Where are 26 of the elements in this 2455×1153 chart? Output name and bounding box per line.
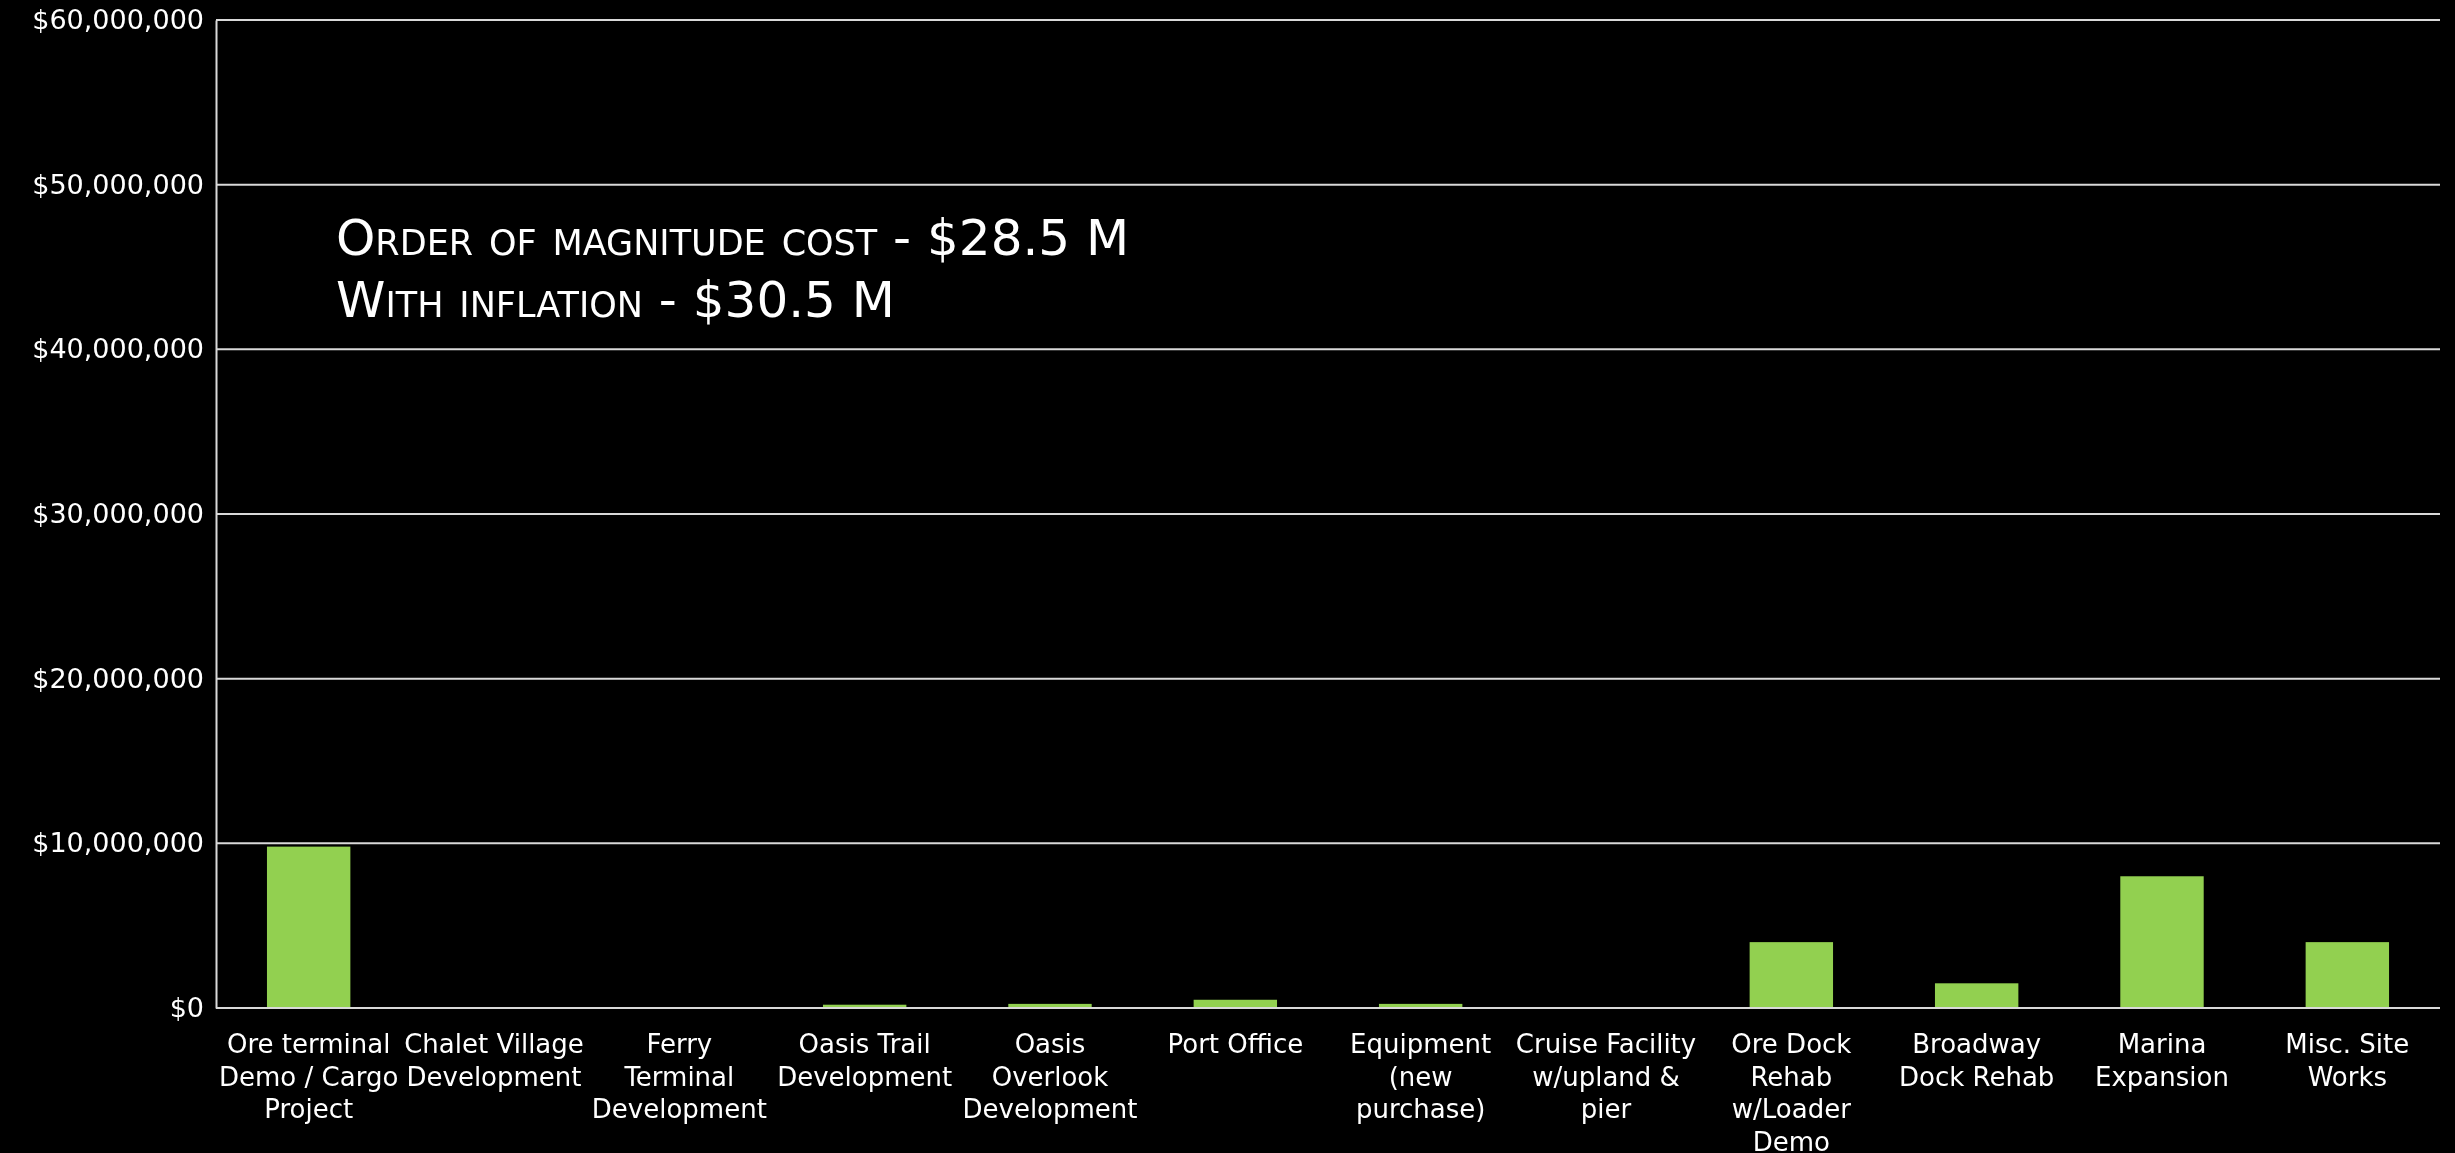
bar [2305, 942, 2390, 1008]
x-tick-label: Ore terminal Demo / Cargo Project [219, 1029, 399, 1124]
y-tick-label: $30,000,000 [32, 498, 204, 530]
x-tick-label: Misc. Site Works [2285, 1029, 2410, 1092]
y-tick-label: $0 [169, 992, 204, 1024]
x-tick-label: Broadway Dock Rehab [1898, 1029, 2055, 1092]
x-tick-label: Oasis Trail Development [777, 1029, 953, 1092]
y-tick-label: $60,000,000 [32, 4, 204, 36]
x-tick-label: Cruise Facility w/upland & pier [1515, 1029, 1697, 1124]
y-tick-label: $40,000,000 [32, 333, 204, 365]
y-tick-label: $50,000,000 [32, 168, 204, 200]
annotation: With inflation - $30.5 M [336, 271, 895, 329]
x-tick-label: Ore Dock Rehab w/Loader Demo [1731, 1029, 1852, 1153]
x-tick-label: Marina Expansion [2095, 1029, 2229, 1092]
x-tick-label: Oasis Overlook Development [962, 1029, 1138, 1124]
x-tick-label: Chalet Village Development [404, 1029, 584, 1092]
bar [2120, 876, 2204, 1008]
y-tick-label: $10,000,000 [32, 827, 204, 859]
y-tick-label: $20,000,000 [32, 662, 204, 694]
bar [1934, 983, 2019, 1008]
x-tick-label: Ferry Terminal Development [591, 1029, 767, 1124]
x-tick-label: Equipment (new purchase) [1350, 1029, 1492, 1124]
x-tick-label: Port Office [1167, 1029, 1304, 1059]
bar [1749, 942, 1834, 1008]
bar [266, 846, 351, 1008]
annotation: Order of magnitude cost - $28.5 M [336, 209, 1130, 267]
